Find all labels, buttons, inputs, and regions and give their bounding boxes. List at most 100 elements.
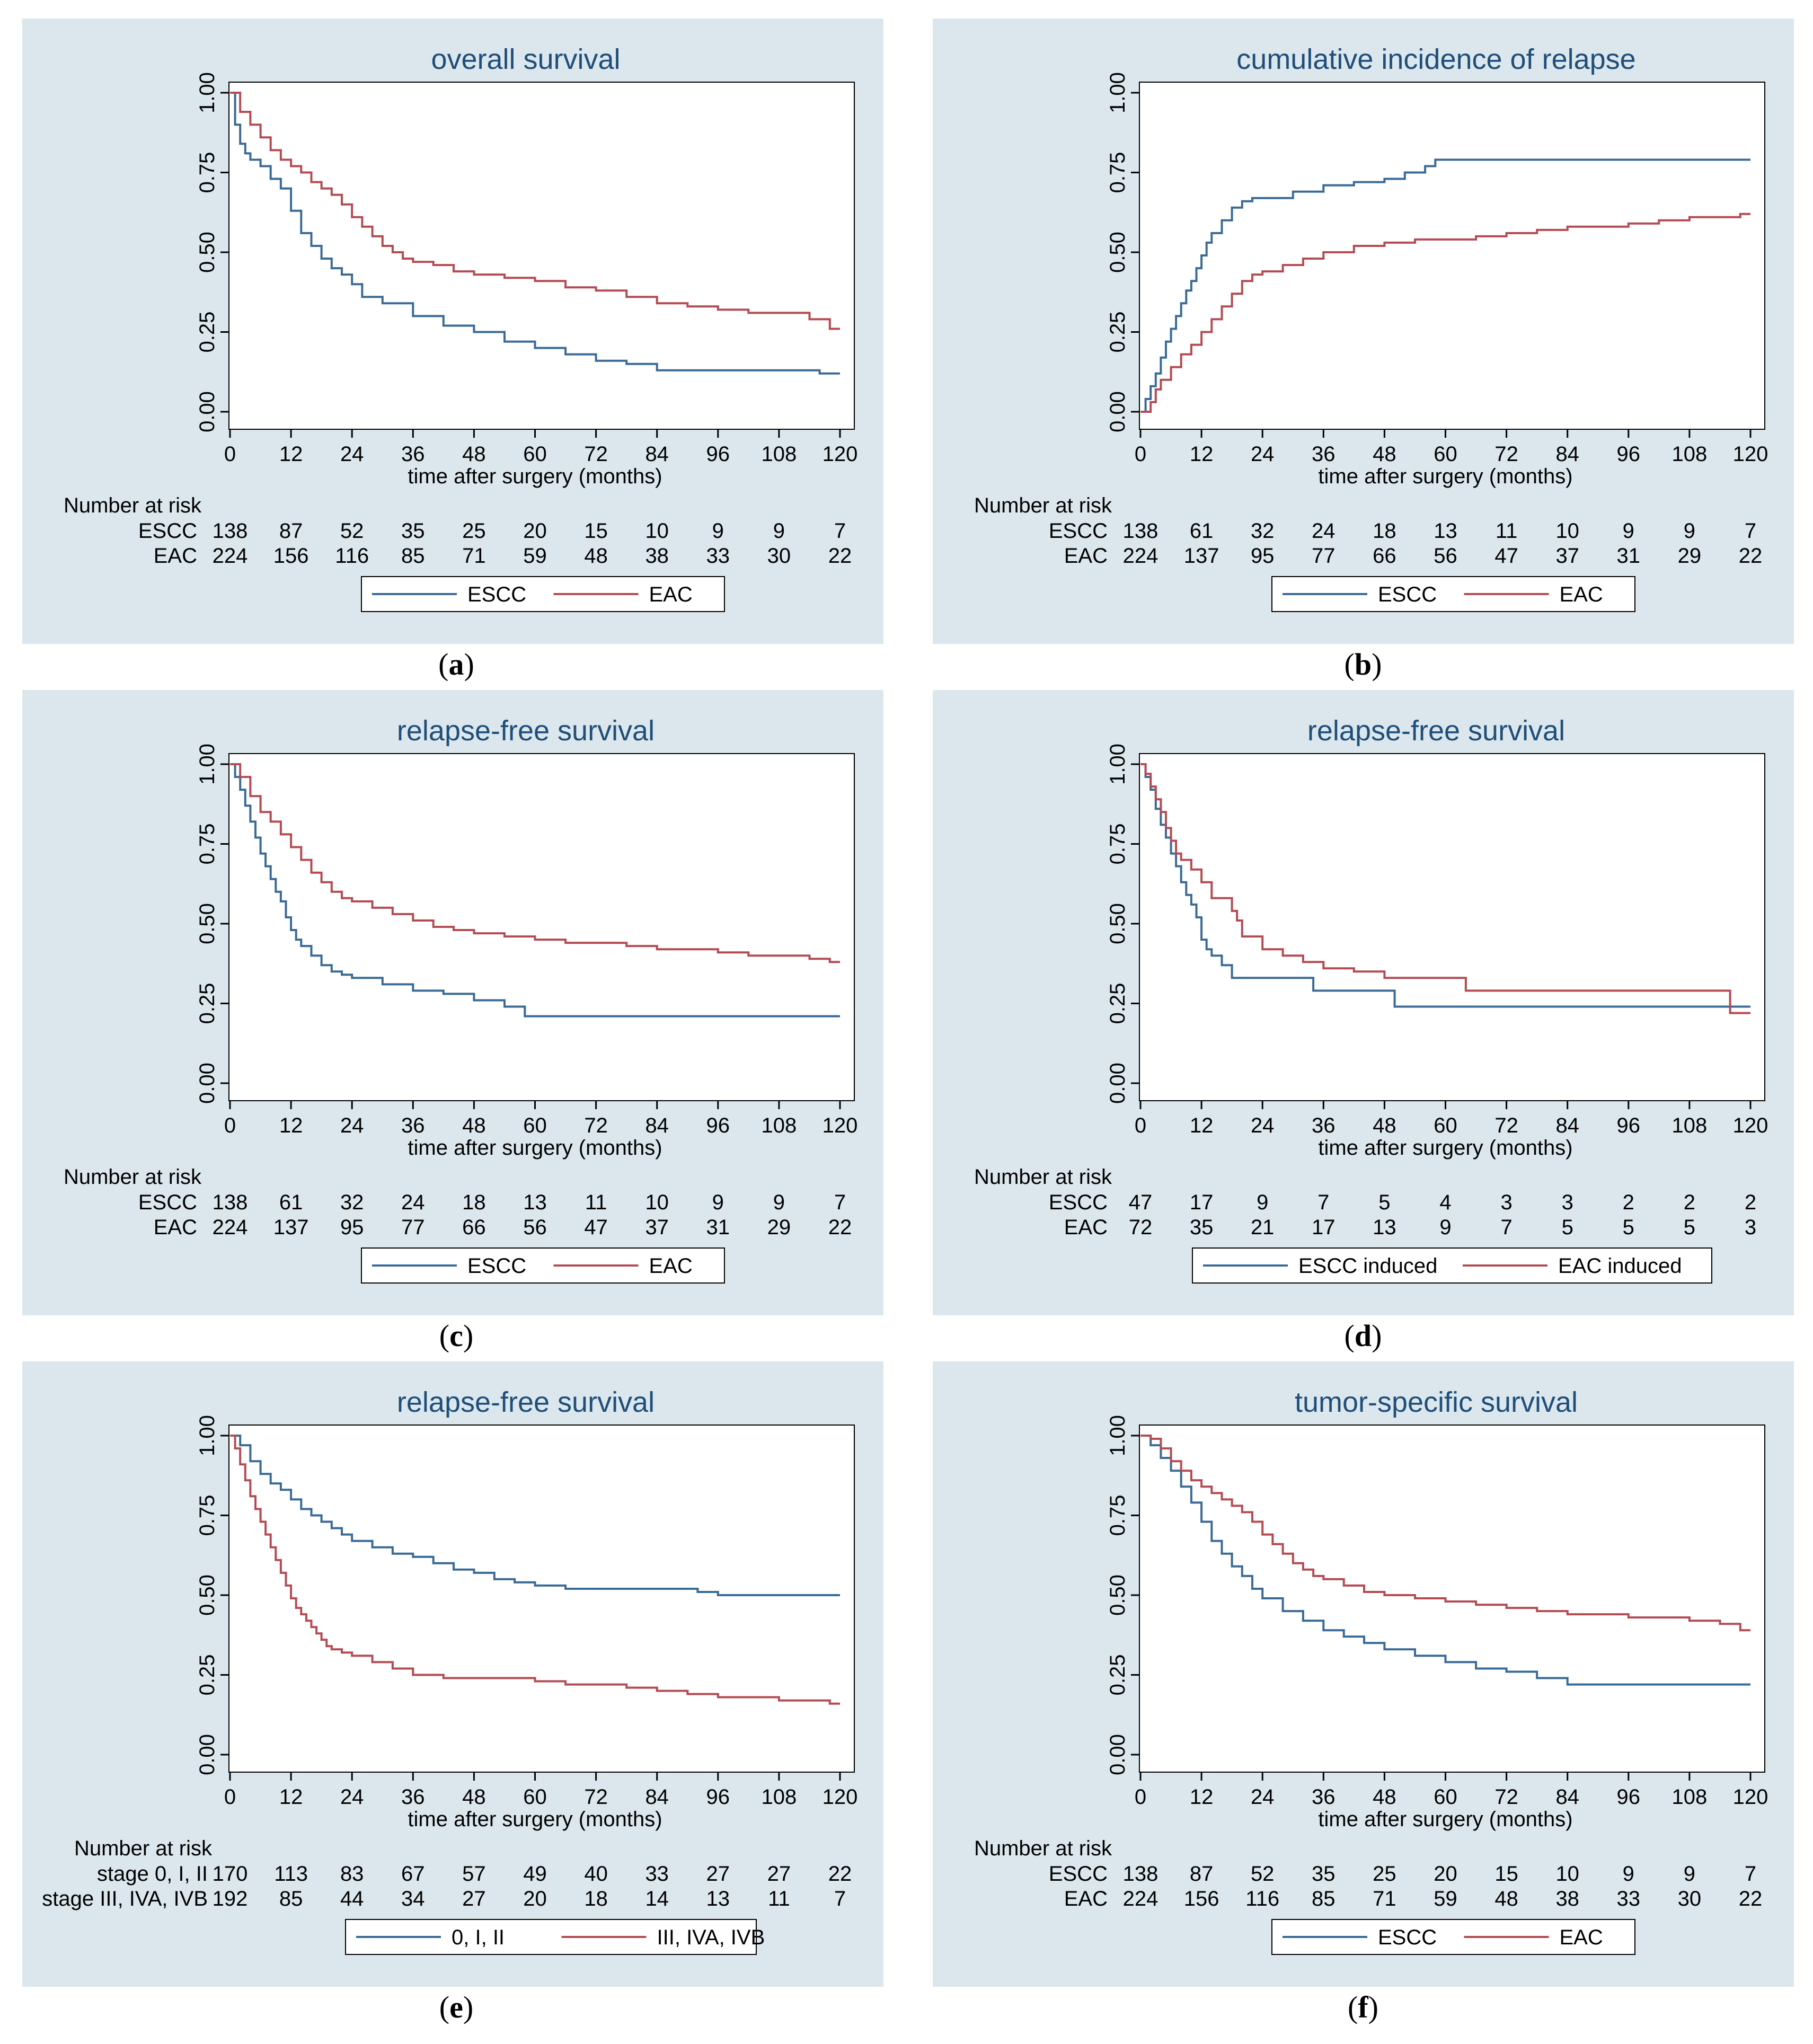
y-tick-label: 1.00: [196, 744, 219, 785]
x-tick-label: 60: [523, 1114, 547, 1137]
x-tick-label: 120: [823, 1114, 858, 1137]
x-axis-label: time after surgery (months): [1318, 1136, 1572, 1160]
x-tick-label: 36: [1312, 443, 1336, 466]
risk-value: 20: [523, 519, 547, 543]
y-tick-label: 0.00: [1106, 391, 1129, 432]
risk-table-header: Number at risk: [64, 1165, 202, 1189]
chart-panel-b: cumulative incidence of relapse 0.00 0.25 0…: [933, 19, 1794, 644]
risk-value: 35: [401, 519, 425, 543]
x-tick-label: 12: [1190, 443, 1214, 466]
risk-value: 116: [1245, 1887, 1279, 1910]
risk-value: 18: [462, 1191, 486, 1214]
risk-value: 48: [584, 544, 608, 568]
x-tick-label: 36: [401, 1114, 425, 1137]
caption-d: (d): [1344, 1319, 1382, 1353]
chart-panel-a: overall survival 0.00 0.25 0.50 0.75 1.00 0 12 2…: [22, 19, 883, 644]
x-tick-label: 72: [1494, 1114, 1518, 1137]
risk-value: 224: [1123, 544, 1158, 568]
risk-value: 5: [1562, 1216, 1573, 1239]
risk-value: 9: [1684, 519, 1695, 543]
series-line-red: [1140, 1435, 1750, 1632]
risk-value: 14: [645, 1887, 669, 1910]
risk-value: 85: [401, 544, 425, 568]
risk-value: 9: [1623, 519, 1634, 543]
risk-value: 47: [1494, 544, 1518, 568]
risk-value: 33: [1617, 1887, 1641, 1910]
x-tick-label: 24: [340, 1114, 364, 1137]
risk-value: 20: [1434, 1862, 1457, 1886]
y-tick-label: 0.75: [1106, 152, 1129, 193]
plot-area: [228, 753, 855, 1101]
x-tick-label: 0: [224, 1114, 236, 1137]
risk-value: 137: [273, 1216, 309, 1239]
legend-label: EAC: [1560, 583, 1603, 606]
risk-value: 7: [1745, 1862, 1756, 1886]
risk-value: 9: [773, 1191, 785, 1214]
caption-a: (a): [438, 647, 474, 682]
risk-value: 5: [1623, 1216, 1634, 1239]
risk-table-header: Number at risk: [974, 494, 1112, 517]
risk-table-header: Number at risk: [974, 1837, 1112, 1860]
risk-value: 32: [340, 1191, 364, 1214]
risk-value: 156: [273, 544, 309, 568]
x-tick-label: 36: [1312, 1114, 1336, 1137]
y-tick-label: 0.25: [196, 983, 219, 1024]
risk-row-label: ESCC: [1049, 1191, 1108, 1214]
x-tick-label: 72: [584, 1785, 608, 1809]
risk-value: 15: [584, 519, 608, 543]
caption-letter: d: [1354, 1319, 1372, 1353]
risk-value: 11: [585, 1191, 607, 1214]
x-tick-label: 36: [401, 443, 425, 466]
series-line-red: [230, 92, 840, 330]
risk-value: 7: [834, 519, 846, 543]
y-tick-label: 0.25: [1106, 312, 1129, 353]
series-line-blue: [1140, 158, 1750, 413]
x-tick-label: 60: [1434, 1114, 1457, 1137]
risk-value: 52: [1251, 1862, 1275, 1886]
risk-value: 27: [767, 1862, 791, 1886]
risk-value: 67: [401, 1862, 425, 1886]
plot-area: [1139, 1424, 1765, 1773]
chart-title: overall survival: [431, 43, 620, 75]
x-tick-label: 108: [1672, 1114, 1708, 1137]
y-tick-label: 0.00: [196, 391, 219, 432]
x-tick-label: 72: [584, 1114, 608, 1137]
plot-area: [228, 1424, 855, 1773]
x-tick-label: 120: [1733, 1785, 1768, 1809]
x-tick-label: 0: [1135, 443, 1146, 466]
risk-value: 38: [645, 544, 669, 568]
risk-value: 44: [340, 1887, 364, 1910]
x-tick-label: 48: [1373, 1114, 1396, 1137]
x-tick-label: 120: [823, 443, 858, 466]
x-tick-label: 60: [523, 1785, 547, 1809]
x-tick-label: 48: [1373, 1785, 1396, 1809]
legend-label: EAC: [649, 1254, 693, 1278]
y-tick-label: 0.00: [1106, 1063, 1129, 1104]
risk-row-label: ESCC: [138, 519, 197, 543]
risk-value: 61: [279, 1191, 303, 1214]
risk-row-label: ESCC: [1049, 519, 1108, 543]
risk-value: 10: [645, 1191, 669, 1214]
risk-value: 85: [1312, 1887, 1336, 1910]
plot-area: [228, 82, 855, 430]
legend-label: 0, I, II: [452, 1926, 505, 1949]
risk-value: 25: [462, 519, 486, 543]
risk-value: 138: [213, 519, 248, 543]
x-tick-label: 36: [401, 1785, 425, 1809]
x-tick-label: 48: [462, 1785, 486, 1809]
caption-letter: a: [448, 647, 464, 682]
risk-value: 3: [1562, 1191, 1573, 1214]
legend-label: EAC induced: [1558, 1254, 1682, 1278]
y-tick-label: 0.00: [1106, 1734, 1129, 1775]
risk-value: 7: [1745, 519, 1756, 543]
risk-value: 10: [1555, 519, 1579, 543]
risk-value: 71: [1373, 1887, 1396, 1910]
legend-label: III, IVA, IVB: [657, 1926, 765, 1949]
x-tick-label: 84: [1555, 1785, 1579, 1809]
y-tick-label: 0.50: [1106, 1574, 1129, 1616]
x-tick-label: 120: [1733, 1114, 1768, 1137]
x-tick-label: 84: [645, 1785, 669, 1809]
y-tick-label: 0.00: [196, 1734, 219, 1775]
risk-value: 33: [645, 1862, 669, 1886]
